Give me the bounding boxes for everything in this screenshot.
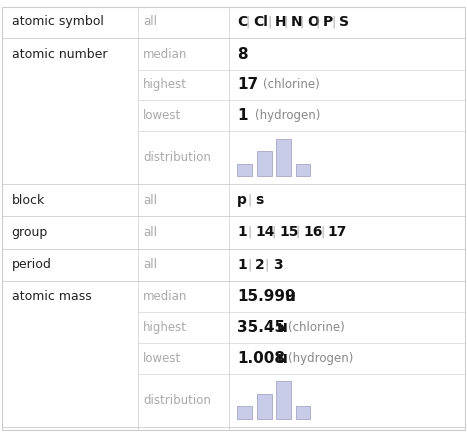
- Text: 1: 1: [237, 108, 248, 123]
- Bar: [237, 406, 252, 419]
- Text: 14: 14: [255, 225, 275, 240]
- Text: median: median: [143, 290, 188, 303]
- Text: H: H: [275, 15, 287, 29]
- Bar: [276, 381, 291, 419]
- Text: S: S: [339, 15, 348, 29]
- Bar: [276, 139, 291, 176]
- Text: 15: 15: [279, 225, 299, 240]
- Text: s: s: [255, 194, 263, 207]
- Text: P: P: [323, 15, 333, 29]
- Text: distribution: distribution: [143, 394, 211, 407]
- Text: |: |: [299, 16, 304, 29]
- Text: atomic mass: atomic mass: [12, 290, 92, 303]
- Text: u: u: [276, 351, 288, 366]
- Bar: [296, 164, 311, 176]
- Text: (chlorine): (chlorine): [288, 321, 345, 334]
- Text: N: N: [291, 15, 303, 29]
- Text: p: p: [237, 194, 247, 207]
- Text: 3: 3: [273, 257, 283, 272]
- Text: |: |: [331, 16, 335, 29]
- Text: |: |: [271, 226, 276, 239]
- Text: 15.999: 15.999: [237, 289, 296, 304]
- Text: |: |: [246, 16, 250, 29]
- Text: 17: 17: [237, 78, 258, 92]
- Text: 2: 2: [255, 257, 265, 272]
- Text: (hydrogen): (hydrogen): [255, 109, 320, 122]
- Text: all: all: [143, 258, 157, 271]
- Text: median: median: [143, 48, 188, 61]
- Text: (hydrogen): (hydrogen): [288, 352, 353, 365]
- Text: C: C: [237, 15, 248, 29]
- Text: 8: 8: [237, 46, 248, 62]
- Text: 35.45: 35.45: [237, 320, 285, 335]
- Text: block: block: [12, 194, 45, 207]
- Text: all: all: [143, 16, 157, 29]
- Text: all: all: [143, 194, 157, 207]
- Text: lowest: lowest: [143, 109, 182, 122]
- Text: |: |: [247, 194, 251, 207]
- Text: |: |: [320, 226, 324, 239]
- Bar: [237, 164, 252, 176]
- Text: |: |: [283, 16, 288, 29]
- Text: all: all: [143, 226, 157, 239]
- Text: atomic symbol: atomic symbol: [12, 16, 104, 29]
- Text: |: |: [247, 226, 251, 239]
- Text: (chlorine): (chlorine): [263, 79, 320, 92]
- Text: group: group: [12, 226, 48, 239]
- Text: 1: 1: [237, 225, 247, 240]
- Text: highest: highest: [143, 79, 187, 92]
- Text: 1: 1: [237, 257, 247, 272]
- Text: lowest: lowest: [143, 352, 182, 365]
- Text: atomic number: atomic number: [12, 48, 107, 61]
- Text: 16: 16: [304, 225, 323, 240]
- Text: highest: highest: [143, 321, 187, 334]
- Text: |: |: [315, 16, 319, 29]
- Text: distribution: distribution: [143, 151, 211, 164]
- Bar: [296, 406, 311, 419]
- Text: period: period: [12, 258, 51, 271]
- Text: u: u: [284, 289, 295, 304]
- Text: |: |: [268, 16, 272, 29]
- Text: |: |: [296, 226, 300, 239]
- Text: 17: 17: [328, 225, 347, 240]
- Text: O: O: [307, 15, 318, 29]
- Text: |: |: [265, 258, 269, 271]
- Bar: [257, 394, 272, 419]
- Bar: [257, 151, 272, 176]
- Text: 1.008: 1.008: [237, 351, 285, 366]
- Text: Cl: Cl: [253, 15, 268, 29]
- Text: |: |: [247, 258, 251, 271]
- Text: u: u: [276, 320, 288, 335]
